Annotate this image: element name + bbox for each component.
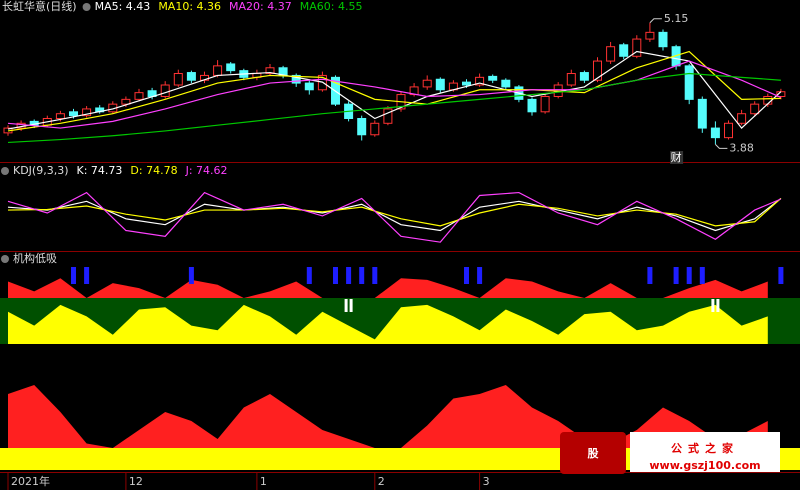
panel-icon [1, 167, 9, 175]
series-line [7, 72, 781, 144]
blue-bar [333, 267, 338, 284]
candle-body [265, 67, 275, 75]
candle-body [134, 92, 144, 100]
panel-title: 长虹华意(日线) [2, 0, 77, 13]
x-tick-label: 2021年 [11, 474, 50, 488]
legend-label: MA60: 4.55 [300, 0, 363, 13]
blue-bar [686, 267, 692, 284]
white-mark [716, 299, 720, 312]
candle-body [606, 46, 616, 62]
candle-body [82, 108, 92, 117]
bottom-red-area [8, 385, 768, 448]
legend-label: 机构低吸 [13, 251, 57, 265]
candle-body [763, 95, 773, 105]
candle-body [619, 44, 629, 57]
blue-bar [306, 267, 312, 284]
candle-body [684, 65, 694, 100]
candle-body [579, 72, 589, 81]
candle-body [55, 113, 65, 120]
candle-body [69, 111, 78, 117]
candle-body [435, 78, 445, 91]
x-tick-label: 3 [483, 475, 490, 488]
max-label: 5.15 [664, 12, 689, 25]
legend-label: K: 74.73 [77, 164, 123, 177]
candle-body [383, 108, 393, 124]
candle-body [632, 38, 642, 57]
candle-body [357, 118, 367, 136]
candle-body [527, 98, 537, 113]
x-tick-label: 1 [260, 475, 267, 488]
candle-body [186, 72, 196, 81]
candle-body [291, 74, 301, 84]
candle-body [213, 65, 223, 76]
yellow-area [8, 304, 768, 344]
candle-body [750, 103, 760, 115]
white-mark [349, 299, 353, 312]
panel-icon [82, 3, 91, 11]
blue-bar [84, 267, 90, 284]
candle-body [737, 113, 747, 124]
blue-bar [71, 267, 76, 284]
candle-body [540, 95, 550, 113]
watermark-url: www.gszj100.com [649, 459, 760, 472]
candle-body [475, 76, 485, 86]
series-line [7, 60, 782, 129]
blue-bar [477, 267, 483, 284]
blue-bar [699, 267, 705, 284]
candle-body [121, 98, 131, 105]
separators [0, 162, 800, 473]
candle-body [422, 79, 432, 88]
candle-body [645, 31, 655, 40]
candle-body [566, 73, 576, 86]
legend-label: MA5: 4.43 [95, 0, 151, 13]
series-line [7, 50, 782, 130]
legend-label: MA20: 4.37 [229, 0, 292, 13]
leader [649, 18, 662, 24]
blue-bar [359, 267, 365, 284]
blue-bar [188, 267, 194, 284]
candle-body [710, 127, 720, 139]
panel-icon [1, 255, 9, 263]
white-mark [711, 299, 715, 312]
candle-body [304, 82, 314, 91]
leader [715, 143, 728, 149]
candle-body [697, 98, 707, 129]
blue-bar [346, 267, 352, 284]
legend-label: KDJ(9,3,3) [13, 164, 69, 177]
event-box [670, 151, 684, 164]
candle-body [370, 122, 380, 136]
red-area [8, 278, 768, 298]
candle-body [724, 122, 733, 139]
series-line [7, 191, 782, 243]
white-mark [344, 299, 348, 312]
legend-label: J: 74.62 [185, 164, 228, 177]
legend-label: MA10: 4.36 [158, 0, 221, 13]
candle-body [160, 84, 170, 97]
event-label: 财 [671, 150, 682, 164]
candle-body [462, 81, 471, 86]
x-tick-label: 12 [129, 475, 143, 488]
candle-body [173, 73, 183, 86]
blue-bar [372, 267, 378, 284]
candle-body [593, 60, 602, 81]
blue-bar [464, 267, 469, 284]
watermark-name: 公式之家 [671, 441, 739, 455]
blue-bar [673, 267, 679, 284]
x-tick-label: 2 [378, 475, 385, 488]
candle-body [488, 75, 498, 81]
min-label: 3.88 [729, 141, 754, 154]
candle-body [226, 63, 236, 72]
candle-body [658, 31, 668, 48]
series-line [7, 50, 781, 132]
watermark-icon: 股 [588, 447, 600, 460]
candle-body [501, 79, 511, 88]
watermark-bg [630, 432, 780, 472]
blue-bar [778, 267, 784, 284]
legend-label: D: 74.78 [130, 164, 177, 177]
watermark-icon-box [560, 432, 626, 474]
blue-bar [647, 267, 653, 284]
